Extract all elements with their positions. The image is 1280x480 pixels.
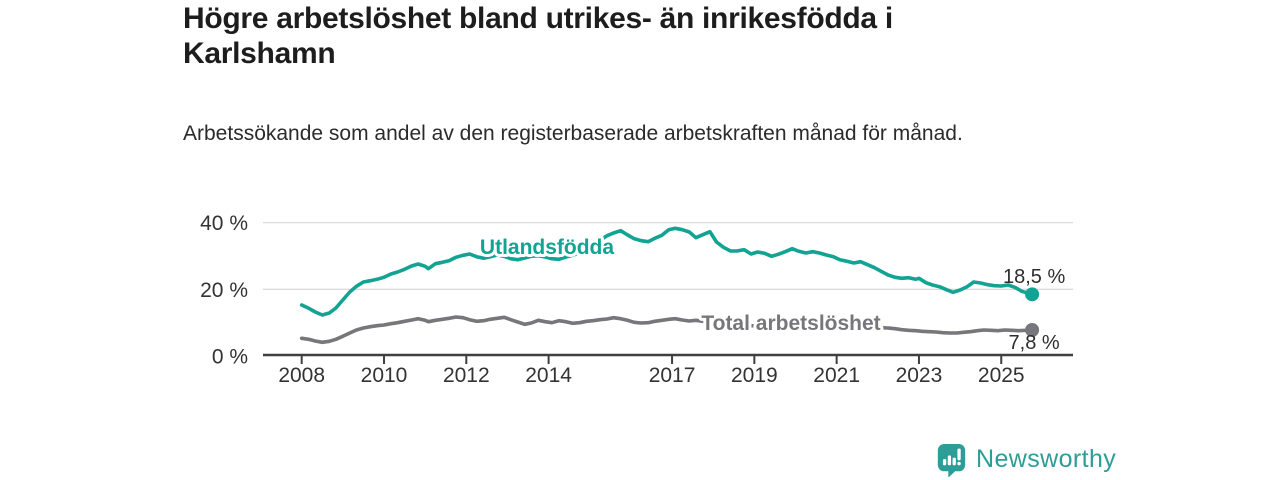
x-tick-label: 2017 xyxy=(649,364,696,387)
x-tick-label: 2012 xyxy=(443,364,490,387)
chart-subtitle: Arbetssökande som andel av den registerb… xyxy=(183,122,963,145)
y-tick-label: 0 % xyxy=(212,346,248,369)
bar-chart-bubble-icon xyxy=(937,443,966,477)
series-end-value-label: 7,8 % xyxy=(1009,332,1060,354)
series-line-total xyxy=(299,315,1034,345)
brand-name: Newsworthy xyxy=(976,444,1117,473)
y-tick-label: 40 % xyxy=(200,212,248,235)
chart-title: Högre arbetslöshet bland utrikes- än inr… xyxy=(183,2,893,70)
x-tick-label: 2014 xyxy=(525,364,572,387)
series-line-utlandsfodda xyxy=(299,226,1034,317)
series-end-dot xyxy=(1025,287,1040,302)
x-tick-label: 2010 xyxy=(361,364,408,387)
y-tick-label: 20 % xyxy=(200,279,248,302)
series-end-dot xyxy=(1025,322,1040,337)
newsworthy-logo: Newsworthy xyxy=(936,441,1116,477)
x-tick-label: 2008 xyxy=(278,364,325,387)
x-tick-label: 2019 xyxy=(731,364,778,387)
series-end-value-label: 18,5 % xyxy=(1003,266,1065,288)
x-tick-label: 2025 xyxy=(978,364,1025,387)
x-tick-label: 2023 xyxy=(896,364,943,387)
series-label: Total arbetslöshet xyxy=(701,312,880,335)
series-label: Utlandsfödda xyxy=(480,236,614,259)
x-tick-label: 2021 xyxy=(813,364,860,387)
